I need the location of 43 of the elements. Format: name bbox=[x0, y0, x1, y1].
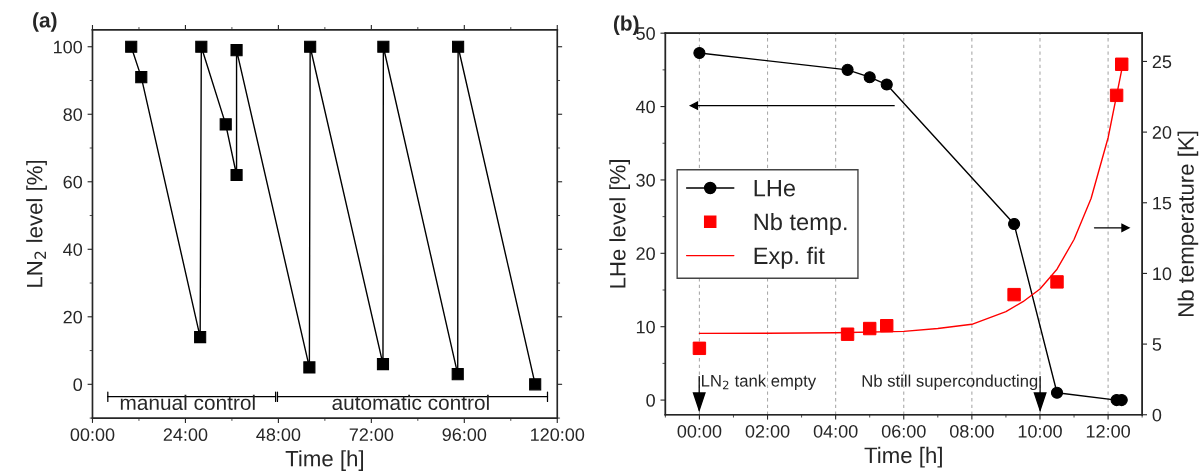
y2-tick-label: 5 bbox=[1152, 338, 1162, 351]
x-tick-label: 08:00 bbox=[949, 424, 994, 438]
x-tick-label: 72:00 bbox=[349, 428, 394, 442]
legend-label: Nb temp. bbox=[754, 212, 847, 235]
y-tick-label: 100 bbox=[54, 40, 83, 54]
y-tick-label: 20 bbox=[63, 310, 83, 324]
y-tick-label: 80 bbox=[63, 108, 83, 121]
y-tick-label: 0 bbox=[73, 378, 83, 392]
y-tick-label: 40 bbox=[635, 100, 655, 114]
x-axis-title: Time [h] bbox=[864, 446, 942, 468]
y-axis-title: LN$_{2}$ level [%] bbox=[26, 160, 47, 287]
x-axis-title: Time [h] bbox=[285, 450, 363, 471]
y-tick-label: 10 bbox=[636, 320, 655, 334]
y2-tick-label: 10 bbox=[1153, 267, 1172, 281]
y-tick-label: 60 bbox=[63, 175, 83, 189]
y-tick-label: 30 bbox=[636, 173, 655, 187]
x-tick-label: 10:00 bbox=[1018, 424, 1062, 438]
x-tick-label: 06:00 bbox=[881, 424, 926, 438]
x-tick-label: 48:00 bbox=[256, 428, 301, 442]
y-axis-title: LHe level [%] bbox=[609, 160, 630, 288]
x-tick-label: 02:00 bbox=[745, 424, 790, 438]
annotation: automatic control bbox=[332, 394, 489, 411]
x-tick-label: 120:00 bbox=[531, 428, 585, 442]
x-tick-label: 12:00 bbox=[1086, 424, 1130, 438]
x-tick-label: 00:00 bbox=[677, 424, 722, 438]
annotation: manual control bbox=[120, 394, 255, 411]
x-tick-label: 04:00 bbox=[813, 424, 858, 438]
y-tick-label: 0 bbox=[646, 394, 655, 407]
x-tick-label: 00:00 bbox=[70, 428, 115, 442]
x-tick-label: 24:00 bbox=[163, 428, 208, 442]
y2-tick-label: 15 bbox=[1153, 196, 1172, 210]
y2-tick-label: 20 bbox=[1152, 126, 1172, 139]
y2-tick-label: 0 bbox=[1152, 408, 1162, 422]
annotation: Nb still superconducting bbox=[862, 374, 1038, 391]
y-tick-label: 20 bbox=[636, 247, 655, 261]
legend-label: LHe bbox=[754, 180, 795, 197]
y2-axis-title: Nb temperature [K] bbox=[1177, 131, 1199, 316]
y2-tick-label: 25 bbox=[1152, 55, 1172, 69]
legend-label: Exp. fit bbox=[754, 246, 825, 269]
chart-title: (a) bbox=[33, 12, 57, 32]
x-tick-label: 96:00 bbox=[442, 428, 487, 442]
y-tick-label: 40 bbox=[63, 243, 83, 256]
annotation: LN$_{2}$ tank empty bbox=[702, 374, 817, 391]
